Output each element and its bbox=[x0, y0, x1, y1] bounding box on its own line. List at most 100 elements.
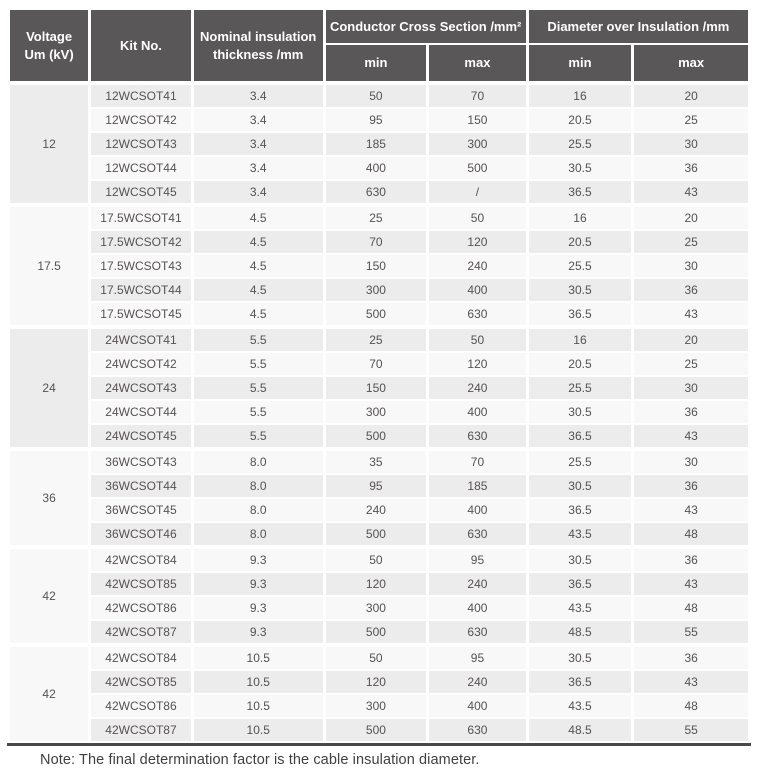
doi-max-cell: 43 bbox=[631, 301, 751, 328]
ccs-min-cell: 70 bbox=[322, 351, 430, 377]
ccs-max-cell: 240 bbox=[426, 669, 529, 695]
doi-min-cell: 20.5 bbox=[525, 351, 635, 377]
table-row: 36WCSOT46 8.0 500 630 43.5 48 bbox=[9, 521, 751, 548]
ccs-min-cell: 95 bbox=[322, 473, 430, 499]
col-header-conductor-cross-section: Conductor Cross Section /mm² bbox=[322, 8, 529, 45]
doi-max-cell: 25 bbox=[631, 351, 751, 377]
table-row: 12WCSOT44 3.4 400 500 30.5 36 bbox=[9, 155, 751, 181]
header-row-minmax: min max min max bbox=[9, 43, 751, 84]
doi-max-cell: 36 bbox=[631, 277, 751, 303]
doi-max-cell: 48 bbox=[631, 521, 751, 548]
kit-no-cell: 17.5WCSOT41 bbox=[88, 203, 194, 231]
thickness-cell: 4.5 bbox=[190, 203, 326, 231]
doi-min-cell: 30.5 bbox=[525, 277, 635, 303]
col-header-diameter-over-insulation: Diameter over Insulation /mm bbox=[525, 8, 752, 45]
insulation-kit-table-wrapper: Voltage Um (kV) Kit No. Nominal insulati… bbox=[6, 8, 752, 746]
thickness-cell: 5.5 bbox=[190, 351, 326, 377]
ccs-max-cell: 150 bbox=[426, 107, 529, 133]
doi-min-cell: 36.5 bbox=[525, 423, 635, 450]
doi-min-cell: 30.5 bbox=[525, 399, 635, 425]
doi-min-cell: 20.5 bbox=[525, 107, 635, 133]
doi-min-cell: 16 bbox=[525, 203, 635, 231]
thickness-cell: 10.5 bbox=[190, 717, 326, 743]
ccs-max-cell: 400 bbox=[426, 595, 529, 621]
kit-no-cell: 42WCSOT85 bbox=[88, 669, 194, 695]
thickness-cell: 10.5 bbox=[190, 643, 326, 671]
col-header-doi-min: min bbox=[525, 43, 635, 84]
table-row: 12WCSOT45 3.4 630/36.5 43 bbox=[9, 179, 751, 206]
thickness-cell: 8.0 bbox=[190, 521, 326, 548]
table-row: 42WCSOT87 9.3 500 630 48.5 55 bbox=[9, 619, 751, 646]
voltage-group-cell: 17.5 bbox=[6, 203, 92, 328]
ccs-max-cell: 70 bbox=[426, 447, 529, 475]
table-row: 17.5WCSOT43 4.5 150 240 25.5 30 bbox=[9, 253, 751, 279]
voltage-group-cell: 36 bbox=[6, 447, 92, 548]
ccs-min-cell: 300 bbox=[322, 399, 430, 425]
table-row: 12 12WCSOT41 3.4 50 70 16 20 bbox=[6, 81, 751, 206]
doi-max-cell: 30 bbox=[631, 253, 751, 279]
doi-min-cell: 48.5 bbox=[525, 619, 635, 646]
doi-min-cell: 30.5 bbox=[525, 155, 635, 181]
kit-no-cell: 17.5WCSOT42 bbox=[88, 229, 194, 255]
thickness-cell: 5.5 bbox=[190, 325, 326, 353]
ccs-min-cell: 300 bbox=[322, 277, 430, 303]
ccs-max-cell: 240 bbox=[426, 375, 529, 401]
thickness-cell: 9.3 bbox=[190, 595, 326, 621]
doi-min-cell: 16 bbox=[525, 81, 635, 109]
ccs-min-cell: 120 bbox=[322, 669, 430, 695]
doi-min-cell: 25.5 bbox=[525, 375, 635, 401]
ccs-min-cell: 300 bbox=[322, 693, 430, 719]
thickness-cell: 8.0 bbox=[190, 447, 326, 475]
thickness-cell: 3.4 bbox=[190, 131, 326, 157]
ccs-min-cell: 25 bbox=[322, 203, 430, 231]
kit-no-cell: 36WCSOT43 bbox=[88, 447, 194, 475]
doi-max-cell: 43 bbox=[631, 179, 751, 206]
doi-min-cell: 36.5 bbox=[525, 179, 635, 206]
doi-max-cell: 25 bbox=[631, 107, 751, 133]
table-row: 17.5 17.5WCSOT41 4.5 25 50 16 20 bbox=[6, 203, 751, 328]
ccs-min-cell: 50 bbox=[322, 81, 430, 109]
ccs-max-cell: 95 bbox=[426, 545, 529, 573]
thickness-cell: 9.3 bbox=[190, 619, 326, 646]
kit-no-cell: 42WCSOT84 bbox=[88, 545, 194, 573]
table-row: 42WCSOT87 10.5 500 630 48.5 55 bbox=[9, 717, 751, 743]
ccs-max-cell: 240 bbox=[426, 571, 529, 597]
kit-no-cell: 42WCSOT87 bbox=[88, 717, 194, 743]
doi-max-cell: 36 bbox=[631, 545, 751, 573]
doi-max-cell: 36 bbox=[631, 643, 751, 671]
ccs-max-cell: 120 bbox=[426, 351, 529, 377]
doi-max-cell: 36 bbox=[631, 399, 751, 425]
ccs-max-cell: 400 bbox=[426, 497, 529, 523]
kit-no-cell: 42WCSOT85 bbox=[88, 571, 194, 597]
doi-min-cell: 36.5 bbox=[525, 301, 635, 328]
col-header-ccs-min: min bbox=[322, 43, 430, 84]
ccs-min-cell: 35 bbox=[322, 447, 430, 475]
ccs-min-cell: 185 bbox=[322, 131, 430, 157]
kit-no-cell: 36WCSOT45 bbox=[88, 497, 194, 523]
kit-no-cell: 12WCSOT43 bbox=[88, 131, 194, 157]
ccs-max-cell: 300 bbox=[426, 131, 529, 157]
ccs-max-cell: 50 bbox=[426, 325, 529, 353]
kit-no-cell: 17.5WCSOT44 bbox=[88, 277, 194, 303]
table-row: 24WCSOT42 5.5 70 120 20.5 25 bbox=[9, 351, 751, 377]
doi-max-cell: 30 bbox=[631, 131, 751, 157]
ccs-max-cell: 240 bbox=[426, 253, 529, 279]
kit-no-cell: 42WCSOT86 bbox=[88, 595, 194, 621]
ccs-max-cell: 120 bbox=[426, 229, 529, 255]
doi-min-cell: 48.5 bbox=[525, 717, 635, 743]
doi-min-cell: 43.5 bbox=[525, 595, 635, 621]
table-row: 24WCSOT43 5.5 150 240 25.5 30 bbox=[9, 375, 751, 401]
doi-max-cell: 20 bbox=[631, 325, 751, 353]
note-text: Note: The final determination factor is … bbox=[40, 752, 480, 768]
ccs-min-cell: 500 bbox=[322, 619, 430, 646]
thickness-cell: 8.0 bbox=[190, 473, 326, 499]
ccs-min-cell: 500 bbox=[322, 301, 430, 328]
ccs-max-cell: 70 bbox=[426, 81, 529, 109]
ccs-min-cell: 500 bbox=[322, 521, 430, 548]
table-row: 36WCSOT45 8.0 240 400 36.5 43 bbox=[9, 497, 751, 523]
ccs-max-cell: 500 bbox=[426, 155, 529, 181]
doi-max-cell: 30 bbox=[631, 447, 751, 475]
thickness-cell: 4.5 bbox=[190, 229, 326, 255]
kit-no-cell: 36WCSOT44 bbox=[88, 473, 194, 499]
